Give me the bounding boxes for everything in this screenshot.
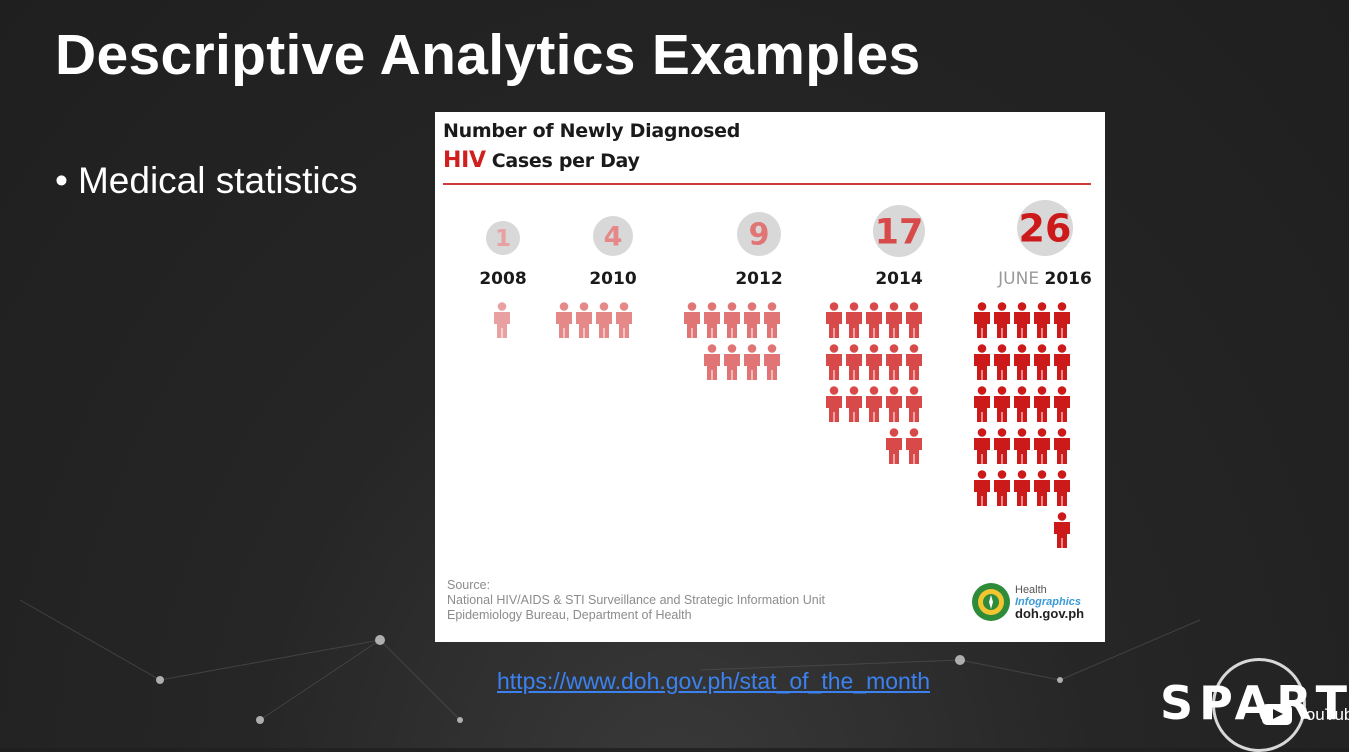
person-icon [974,302,990,338]
infographic-title-line2: HIV Cases per Day [443,148,640,173]
hiv-cases-chart: 1 2008 4 2010 9 2012 17 2014 26 JUNE 2016 [479,200,1092,548]
title-divider [443,183,1091,185]
person-icon [974,428,990,464]
person-icon [994,302,1010,338]
value-bubble [593,216,633,256]
person-icon [684,302,700,338]
person-icon [1014,386,1030,422]
person-icon [974,470,990,506]
source-line1: National HIV/AIDS & STI Surveillance and… [447,593,825,607]
person-icon [846,344,862,380]
data-label: 1 [495,226,511,252]
background-network-decoration [19,599,1201,724]
person-icon [576,302,592,338]
person-icon [826,344,842,380]
doh-stat-link[interactable]: https://www.doh.gov.ph/stat_of_the_month [497,668,931,694]
person-icon [1034,470,1050,506]
infographic-title-line1: Number of Newly Diagnosed [443,120,741,142]
person-icon [764,344,780,380]
slide-title: Descriptive Analytics Examples [55,23,921,87]
person-icon [886,344,902,380]
person-icon [1054,428,1070,464]
doh-logo-text: Health Infographics doh.gov.ph [1015,584,1084,620]
person-icon [974,344,990,380]
category-label: 2014 [875,269,922,289]
person-icon [906,302,922,338]
person-icon [1014,344,1030,380]
logo-line1: Health [1015,584,1047,596]
person-icon [846,302,862,338]
value-bubble [1017,200,1073,256]
logo-line2: Infographics [1015,596,1082,608]
person-icon [596,302,612,338]
value-bubble [486,221,520,255]
bullet-dot-icon: • [55,160,68,201]
person-icon [704,344,720,380]
person-icon [886,428,902,464]
person-icon [1014,470,1030,506]
person-icon [744,302,760,338]
infographic-card: Number of Newly Diagnosed HIV Cases per D… [435,112,1105,642]
person-icon [866,386,882,422]
category-label: 2010 [589,269,636,289]
person-icon [744,344,760,380]
person-icon [1054,512,1070,548]
value-bubble [873,205,925,257]
person-icon [1034,428,1050,464]
person-icon [1034,386,1050,422]
person-icon [994,470,1010,506]
person-icon [994,428,1010,464]
person-icon [886,302,902,338]
person-icon [846,386,862,422]
person-icon [1034,344,1050,380]
sparta-logo: SPARTA [1160,676,1349,730]
person-icon [494,302,510,338]
category-label: 2012 [735,269,782,289]
person-icon [1054,470,1070,506]
person-icon [1034,302,1050,338]
infographic-title-rest: Cases per Day [491,150,640,172]
person-icon [704,302,720,338]
youtube-play-icon [1262,704,1292,725]
person-icon [1054,344,1070,380]
person-icon [866,344,882,380]
data-label: 4 [604,222,623,253]
person-icon [1054,302,1070,338]
person-icon [616,302,632,338]
person-icon [1054,386,1070,422]
source-note: Source: National HIV/AIDS & STI Surveill… [447,578,825,623]
bullet-item: • Medical statistics [55,160,358,202]
logo-line3: doh.gov.ph [1015,606,1085,621]
data-label: 26 [1019,206,1072,250]
person-icon [724,344,740,380]
data-label: 17 [875,212,924,252]
person-icon [866,302,882,338]
person-icon [764,302,780,338]
person-icon [906,344,922,380]
data-label: 9 [749,218,770,253]
person-icon [906,386,922,422]
doh-seal-icon [972,583,1010,621]
person-icon [994,386,1010,422]
youtube-label: YouTube [1296,704,1349,724]
youtube-watermark[interactable]: YouTube [1262,704,1349,725]
person-icon [886,386,902,422]
infographic-title-hiv: HIV [443,148,486,173]
person-icon [1014,302,1030,338]
person-icon [826,386,842,422]
category-label: JUNE 2016 [997,269,1092,289]
category-label: 2008 [479,269,526,289]
person-icon [994,344,1010,380]
value-bubble [737,212,781,256]
bullet-text: Medical statistics [77,160,358,201]
person-icon [724,302,740,338]
person-icon [1014,428,1030,464]
person-icon [974,386,990,422]
person-icon [556,302,572,338]
source-label: Source: [447,578,491,592]
person-icon [826,302,842,338]
source-line2: Epidemiology Bureau, Department of Healt… [447,608,692,622]
person-icon [906,428,922,464]
